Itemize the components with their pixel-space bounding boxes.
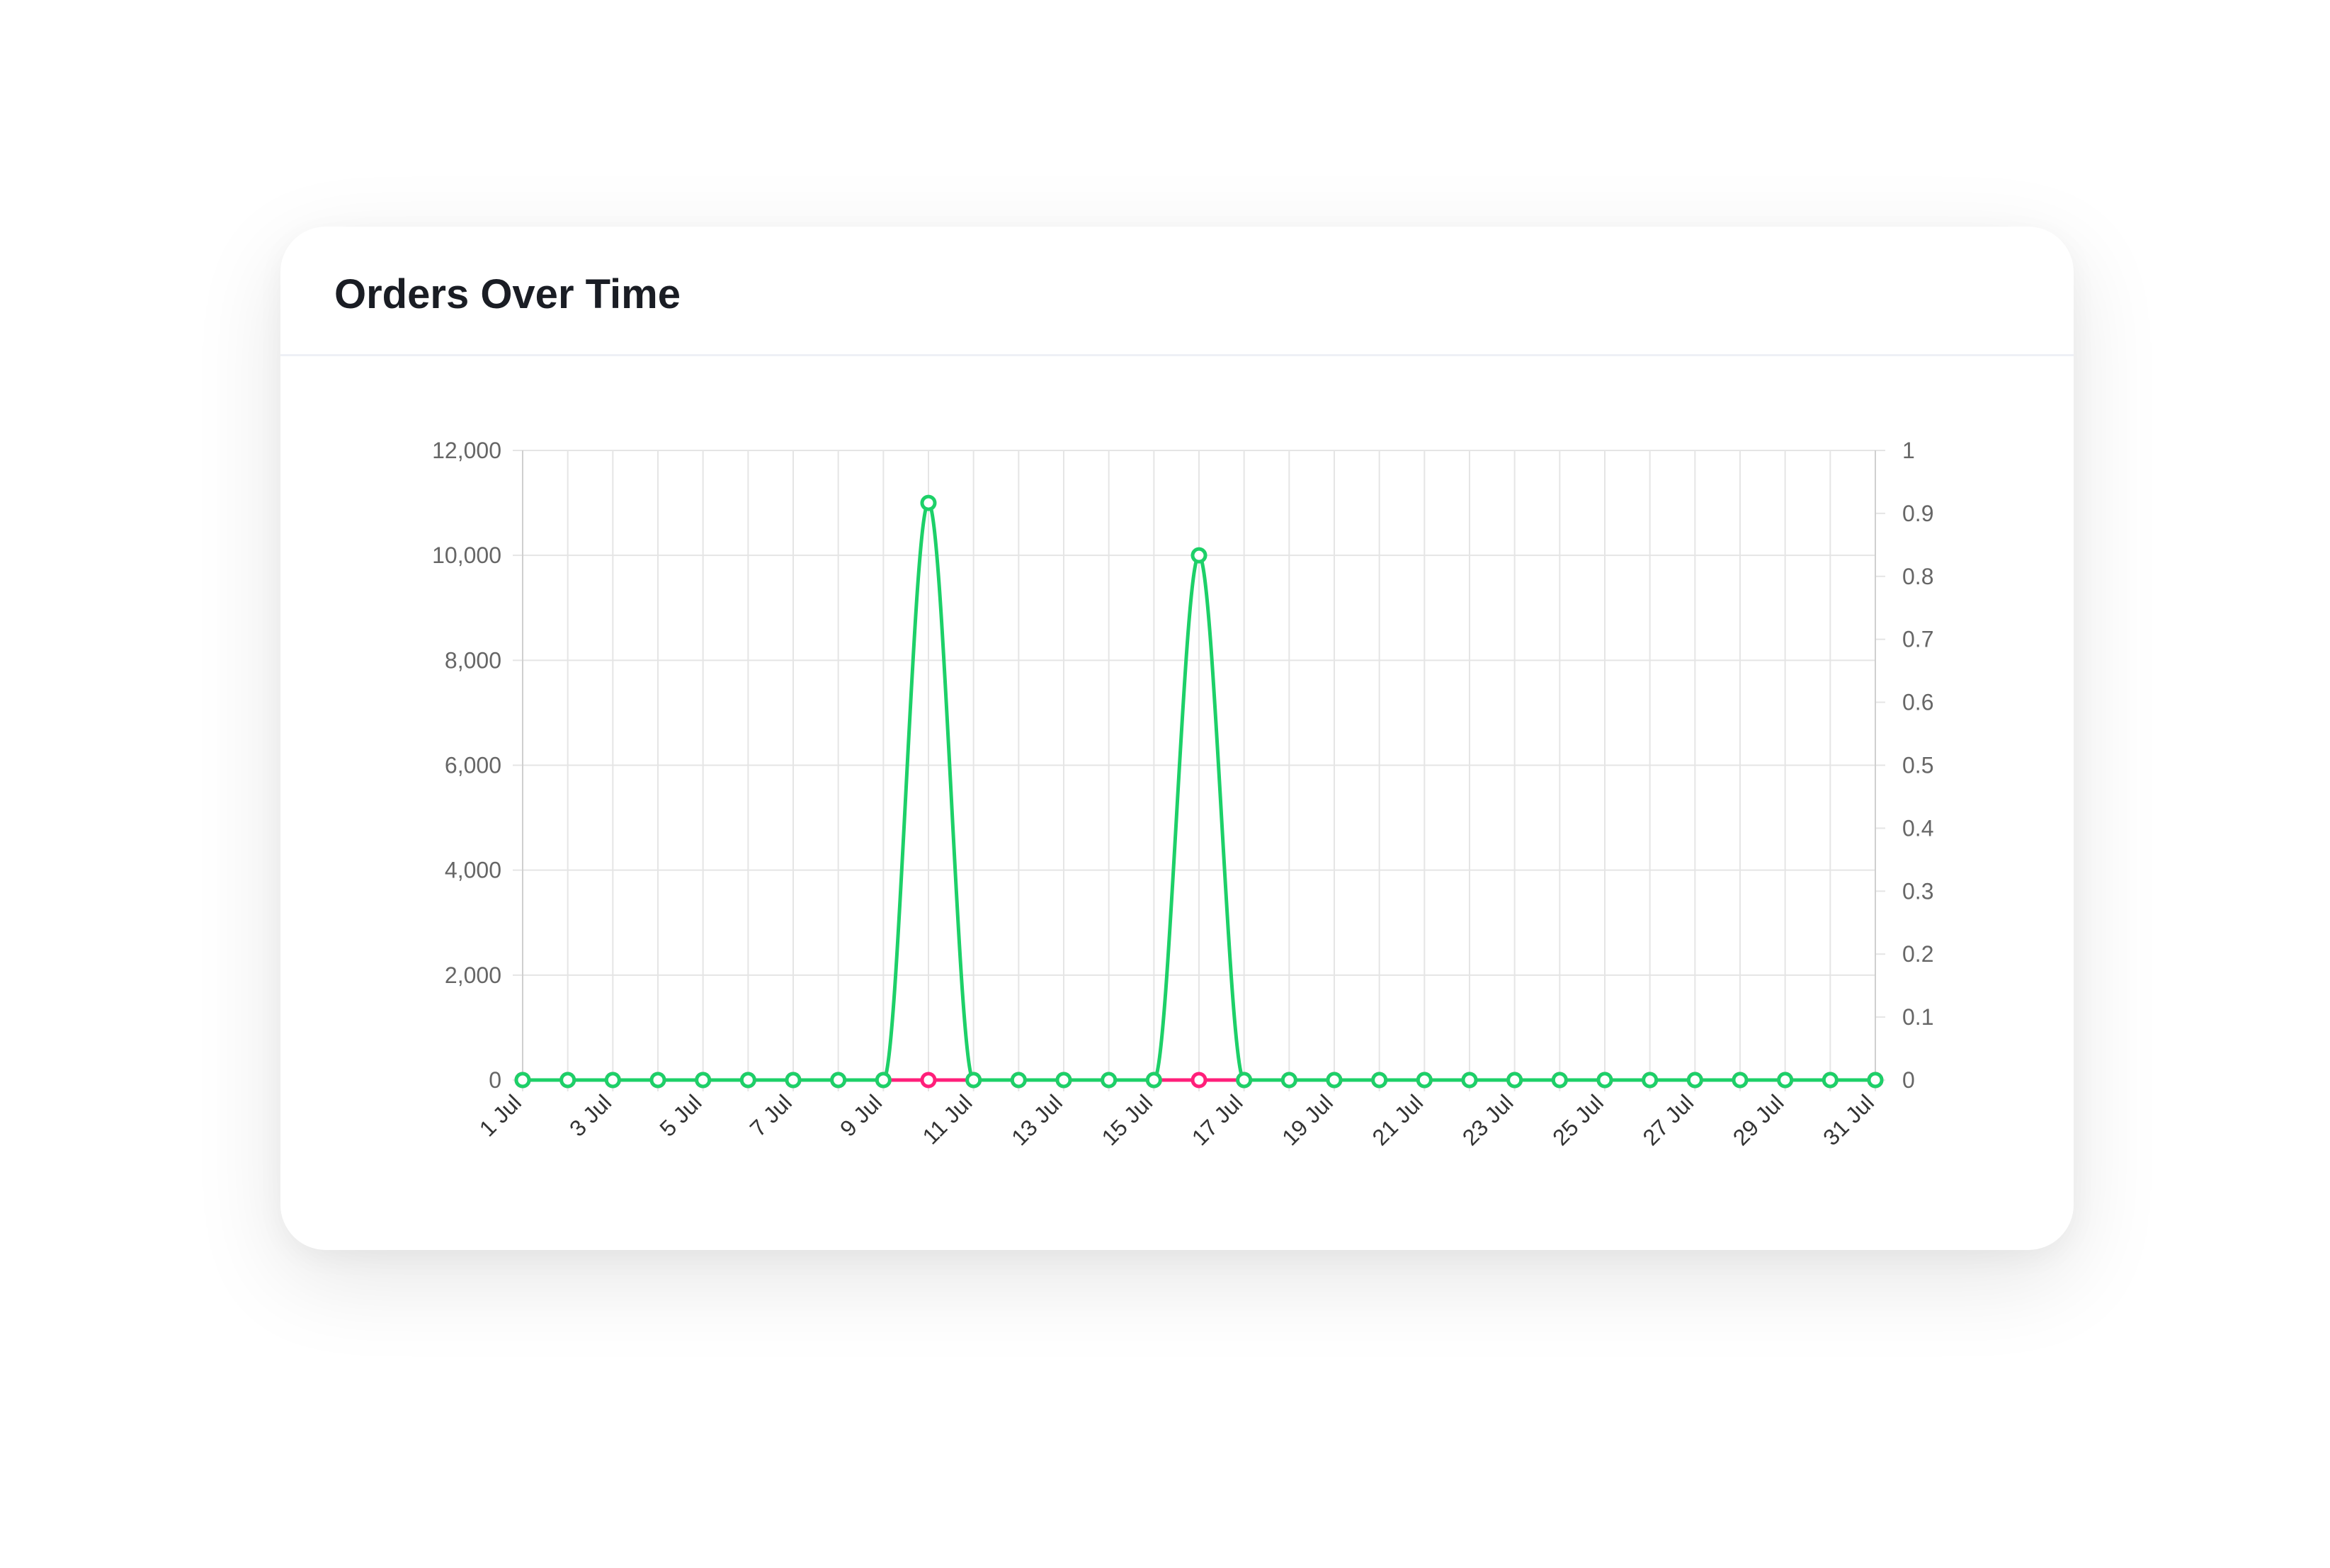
series-1-point[interactable] (559, 1072, 576, 1089)
y-left-tick-label: 6,000 (445, 753, 501, 778)
series-1-point[interactable] (1010, 1072, 1027, 1089)
x-tick-label: 17 Jul (1187, 1089, 1248, 1150)
x-tick-label: 19 Jul (1277, 1089, 1338, 1150)
y-right-tick-label: 0.4 (1902, 815, 1933, 841)
chart-card: Orders Over Time 0 2,000 4,000 6,000 8,000 10… (280, 227, 2074, 1250)
y-right-tick-label: 0.1 (1902, 1004, 1933, 1030)
y-right-tick-label: 0.7 (1902, 627, 1933, 652)
y-left-tick-label: 8,000 (445, 647, 501, 673)
y-right-tick-label: 0.2 (1902, 941, 1933, 967)
series-1-point[interactable] (875, 1072, 892, 1089)
x-tick-label: 31 Jul (1818, 1089, 1879, 1150)
y-right-tick-label: 0.3 (1902, 878, 1933, 904)
series-1-point[interactable] (1236, 1072, 1253, 1089)
series-1-point[interactable] (1686, 1072, 1703, 1089)
y-right-tick-label: 0.6 (1902, 690, 1933, 715)
series-1-point[interactable] (695, 1072, 712, 1089)
x-tick-label: 15 Jul (1096, 1089, 1157, 1150)
x-tick-label: 29 Jul (1728, 1089, 1789, 1150)
y-left-tick-label: 12,000 (432, 438, 501, 463)
series-1-point[interactable] (1055, 1072, 1072, 1089)
series-1-point[interactable] (1145, 1072, 1162, 1089)
series-0-point[interactable] (1190, 1072, 1207, 1089)
x-tick-label: 13 Jul (1006, 1089, 1067, 1150)
series-1-point[interactable] (514, 1072, 531, 1089)
series-1-point[interactable] (830, 1072, 847, 1089)
y-left-tick-label: 10,000 (432, 542, 501, 568)
x-tick-label: 3 Jul (564, 1089, 616, 1141)
series-1-point[interactable] (1461, 1072, 1478, 1089)
y-right-tick-label: 0.9 (1902, 501, 1933, 526)
series-1-point[interactable] (965, 1072, 982, 1089)
series-1-point[interactable] (920, 494, 937, 511)
y-right-tick-label: 0.8 (1902, 564, 1933, 589)
y-left-tick-label: 2,000 (445, 962, 501, 988)
series-1-point[interactable] (1551, 1072, 1568, 1089)
series-0-point[interactable] (920, 1072, 937, 1089)
card-title: Orders Over Time (334, 271, 681, 317)
series-1-point[interactable] (1326, 1072, 1343, 1089)
x-tick-label: 5 Jul (654, 1089, 706, 1141)
series-1-point[interactable] (1777, 1072, 1794, 1089)
x-tick-label: 25 Jul (1547, 1089, 1608, 1150)
y-right-tick-label: 0 (1902, 1067, 1915, 1093)
y-left-tick-label: 4,000 (445, 858, 501, 883)
y-left-tick-label: 0 (489, 1067, 501, 1093)
series-1-point[interactable] (1732, 1072, 1749, 1089)
grid-lines (513, 450, 1876, 1091)
series-1-point[interactable] (1416, 1072, 1433, 1089)
series-1-line (522, 501, 1875, 1082)
series-1-point[interactable] (1190, 547, 1207, 564)
series-1-point[interactable] (649, 1072, 666, 1089)
series-1-point[interactable] (1822, 1072, 1839, 1089)
series-1-point[interactable] (739, 1072, 756, 1089)
series-1-point[interactable] (1642, 1072, 1659, 1089)
series-1-point[interactable] (604, 1072, 621, 1089)
x-tick-label: 21 Jul (1367, 1089, 1428, 1150)
x-tick-label: 7 Jul (745, 1089, 797, 1141)
series-1-point[interactable] (785, 1072, 802, 1089)
x-tick-label: 9 Jul (835, 1089, 887, 1141)
orders-line-chart: 0 2,000 4,000 6,000 8,000 10,000 12,000 0 0.1 0.2… (432, 438, 1933, 1150)
series-1-point[interactable] (1101, 1072, 1118, 1089)
card-header: Orders Over Time (280, 227, 2074, 356)
x-tick-label: 1 Jul (474, 1089, 526, 1141)
series-1-point[interactable] (1867, 1072, 1884, 1089)
x-tick-label: 27 Jul (1637, 1089, 1698, 1150)
series-1-point[interactable] (1506, 1072, 1523, 1089)
y-right-tick-label: 0.5 (1902, 753, 1933, 778)
series-1-point[interactable] (1280, 1072, 1297, 1089)
series-1-point[interactable] (1371, 1072, 1388, 1089)
data-points (514, 494, 1884, 1089)
series-1-point[interactable] (1596, 1072, 1613, 1089)
x-tick-label: 11 Jul (917, 1089, 977, 1149)
x-tick-label: 23 Jul (1457, 1089, 1518, 1150)
y-right-tick-label: 1 (1902, 438, 1915, 463)
